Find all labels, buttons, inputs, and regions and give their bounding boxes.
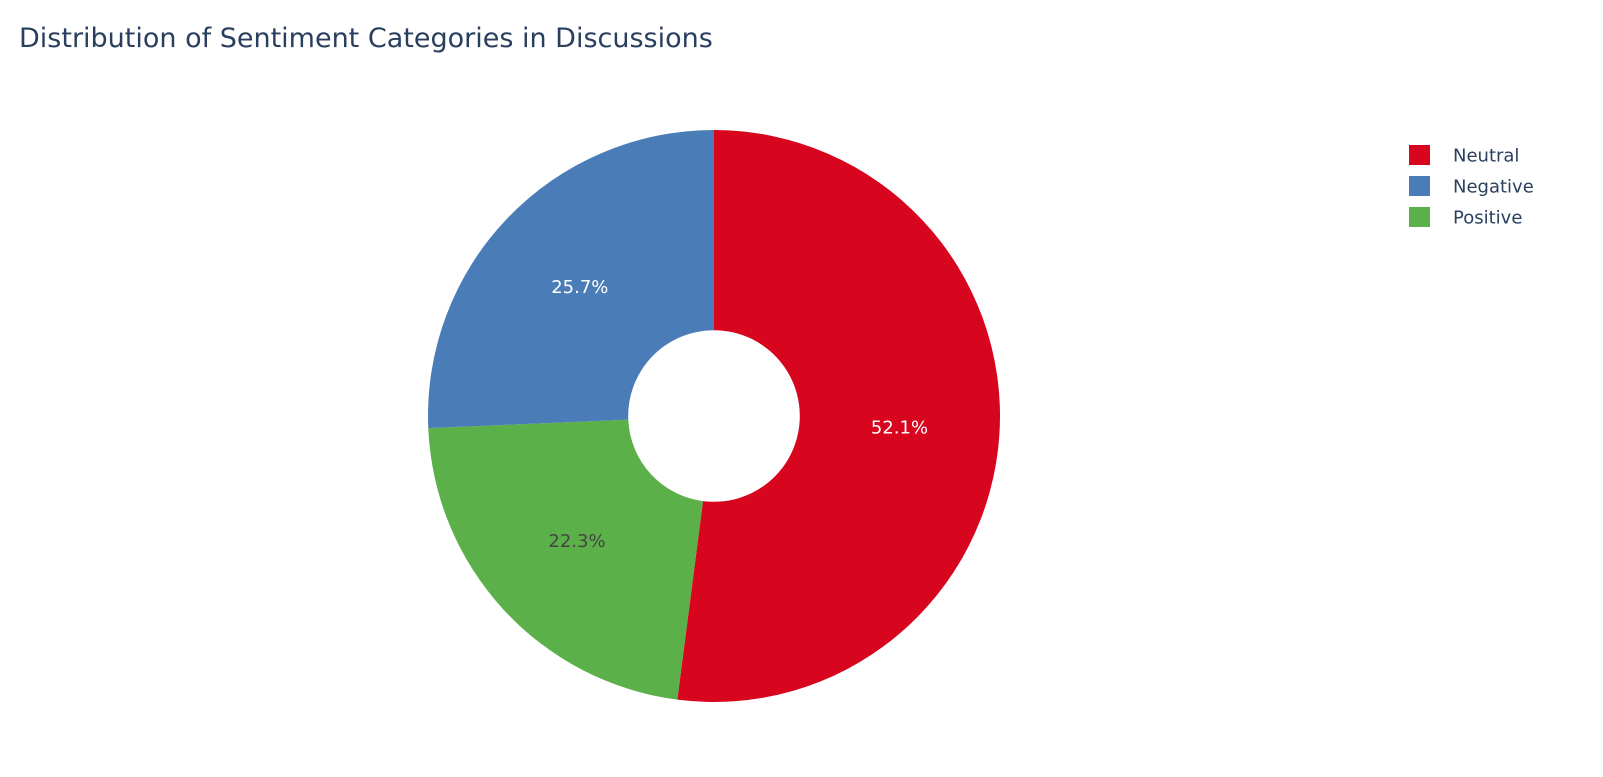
legend-label-positive: Positive — [1453, 208, 1522, 229]
legend-swatch-neutral — [1409, 145, 1430, 165]
slice-labels: 52.1% 22.3% 25.7% — [548, 277, 928, 552]
legend-label-neutral: Neutral — [1453, 146, 1519, 167]
slice-negative[interactable] — [428, 130, 714, 429]
chart-title: Distribution of Sentiment Categories in … — [19, 23, 713, 54]
slice-neutral[interactable] — [677, 130, 1001, 702]
legend-item-positive[interactable]: Positive — [1409, 207, 1522, 229]
slice-label-positive: 22.3% — [548, 531, 605, 552]
legend-item-negative[interactable]: Negative — [1409, 176, 1534, 198]
legend-swatch-positive — [1409, 207, 1430, 227]
donut-slices — [428, 130, 1001, 702]
legend-label-negative: Negative — [1453, 177, 1534, 198]
legend-swatch-negative — [1409, 176, 1430, 196]
legend-item-neutral[interactable]: Neutral — [1409, 145, 1519, 167]
legend: Neutral Negative Positive — [1409, 145, 1534, 229]
slice-positive[interactable] — [428, 419, 703, 700]
slice-label-negative: 25.7% — [551, 277, 608, 298]
slice-label-neutral: 52.1% — [871, 417, 928, 438]
